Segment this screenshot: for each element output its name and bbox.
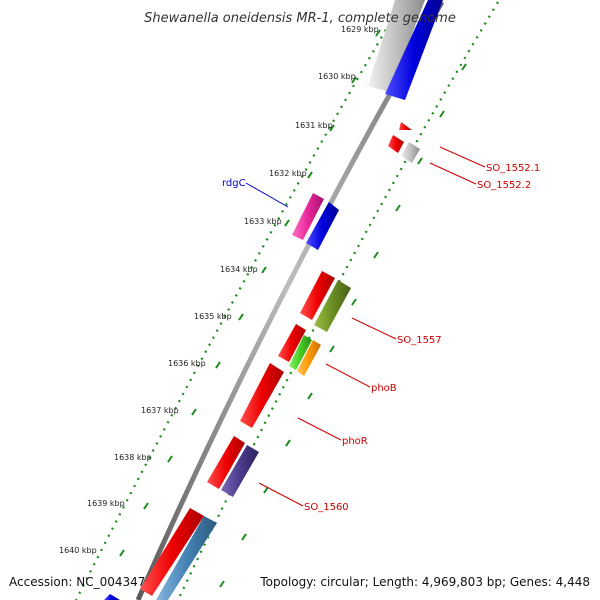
gene-feature-red-c <box>240 363 284 428</box>
tick-label-1633: 1633 kbp <box>244 217 282 226</box>
tick-label-1629: 1629 kbp <box>341 25 379 34</box>
gene-label-phoR: phoR <box>342 436 368 447</box>
tick-label-1638: 1638 kbp <box>114 453 152 462</box>
label-leaders <box>245 146 486 507</box>
gene-label-SO_1560: SO_1560 <box>304 502 349 513</box>
gene-feature-red-b <box>278 324 306 362</box>
gene-feature-red-small-2 <box>388 135 404 153</box>
genome-summary-text: Topology: circular; Length: 4,969,803 bp… <box>259 575 590 589</box>
gene-label-SO_1552.1: SO_1552.1 <box>486 163 540 174</box>
outer-tick-ring <box>75 1 403 600</box>
forward-strand-features <box>140 0 443 596</box>
gene-labels: rdgC SO_1552.1 SO_1552.2 SO_1557 phoB ph… <box>222 163 540 513</box>
gene-feature-green <box>289 335 312 370</box>
gene-label-SO_1557: SO_1557 <box>397 335 442 346</box>
tick-label-1631: 1631 kbp <box>295 121 333 130</box>
gene-feature-orange <box>297 340 321 376</box>
gene-feature-red-e <box>140 508 204 596</box>
tick-label-1636: 1636 kbp <box>168 359 206 368</box>
tick-label-1640: 1640 kbp <box>59 546 97 555</box>
gene-feature-gray-top <box>368 0 425 92</box>
gene-feature-magenta <box>292 193 324 240</box>
gene-feature-purple <box>221 445 259 497</box>
tick-label-1635: 1635 kbp <box>194 312 232 321</box>
tick-labels: 1629 kbp 1630 kbp 1631 kbp 1632 kbp 1633… <box>59 25 379 555</box>
gene-feature-olive <box>314 280 351 332</box>
gene-feature-red-small-1 <box>399 122 412 130</box>
gene-label-rdgC: rdgC <box>222 178 246 189</box>
gene-feature-red-d <box>207 436 245 489</box>
gene-feature-blue-top <box>385 0 443 100</box>
map-title: Shewanella oneidensis MR-1, complete gen… <box>144 11 456 26</box>
gene-label-SO_1552.2: SO_1552.2 <box>477 180 531 191</box>
tick-label-1639: 1639 kbp <box>87 499 125 508</box>
tick-label-1632: 1632 kbp <box>269 169 307 178</box>
accession-text: Accession: NC_004347 <box>9 575 145 589</box>
inner-tick-marks <box>219 63 467 588</box>
gene-feature-blue-mid <box>306 202 339 250</box>
gene-feature-steelblue <box>156 516 217 600</box>
tick-label-1630: 1630 kbp <box>318 72 356 81</box>
outer-tick-marks <box>119 29 381 557</box>
gene-feature-red-a <box>300 271 335 320</box>
gene-label-phoB: phoB <box>371 383 397 394</box>
gene-feature-gray-small <box>401 142 420 163</box>
tick-label-1637: 1637 kbp <box>141 406 179 415</box>
reverse-strand-features <box>104 122 420 600</box>
tick-label-1634: 1634 kbp <box>220 265 258 274</box>
gene-feature-blue-bottom <box>104 594 120 600</box>
